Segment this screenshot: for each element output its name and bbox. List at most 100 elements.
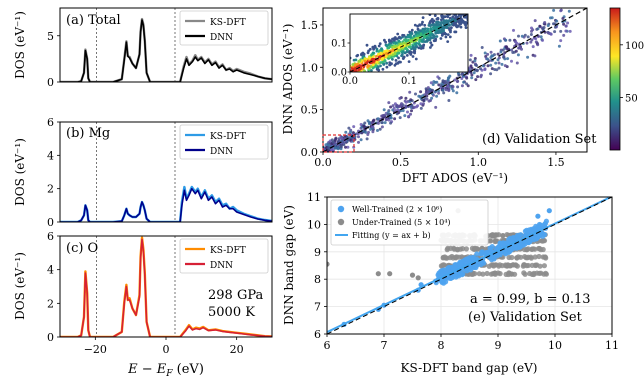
inset-point [397,48,401,52]
ados-point [520,34,524,38]
inset-point [366,65,369,69]
ados-point [506,57,510,61]
inset-point [426,27,430,31]
inset-point [370,74,373,77]
inset-point [446,15,450,19]
welltrained-point [459,272,465,278]
ados-point [389,105,393,109]
undertrained-point [543,271,550,277]
ytick-label: 6 [47,116,54,129]
axes-frame-e [326,196,613,335]
ados-point [347,126,351,130]
inset-point [430,43,434,47]
ados-point [369,127,372,131]
inset-point [429,33,432,37]
ados-point [472,71,476,75]
ados-point [339,147,343,151]
ados-point [382,108,386,112]
ados-point [404,96,408,100]
ytick-label: 5 [47,30,54,43]
ados-point [417,94,421,98]
ados-point [497,66,501,70]
legend-b: KS-DFT DNN [179,124,269,160]
ados-point [327,146,331,150]
xtick-label: 7 [381,339,388,352]
ados-point [447,89,451,93]
legend-label-b-1: DNN [210,147,233,157]
undertrained-point [506,254,512,261]
inset-point [418,39,421,43]
ados-point [419,90,423,94]
ados-point [552,8,556,12]
inset-point [393,63,397,67]
fit-annotation: a = 0.99, b = 0.13 [470,292,591,307]
ados-point [334,136,338,140]
undertrained-point [387,271,393,277]
ados-point [388,116,392,119]
inset-point [407,60,411,63]
inset-point [465,21,468,24]
ados-point [525,41,529,45]
inset-point [413,50,417,53]
ados-point [529,33,533,36]
ados-point [462,80,466,84]
legend-swatch-e-1 [337,218,345,226]
inset-point [394,59,398,62]
inset-point [432,39,436,43]
ados-point [515,61,519,65]
ados-point [460,84,464,88]
inset-point [397,36,401,39]
inset-point [444,32,448,36]
ados-point [349,130,352,134]
undertrained-point [492,270,498,276]
inset-point [404,44,408,48]
inset-point [409,39,412,43]
ados-point [516,53,520,57]
ados-point [564,29,568,33]
xlabel-e: KS-DFT band gap (eV) [401,361,538,375]
inset-point [401,50,405,54]
inset-point [408,45,411,49]
inset-point [366,51,370,55]
inset-point [397,56,400,60]
legend-e: Well-Trained (2 × 10⁶) Under-Trained (5 … [330,199,489,246]
undertrained-point [537,263,543,269]
ados-point [336,145,340,149]
welltrained-point [512,245,518,251]
inset-point [439,37,443,40]
welltrained-point [479,249,485,255]
ados-point [531,45,535,49]
ados-point [486,64,490,68]
undertrained-point [488,238,494,244]
ados-point [489,50,493,54]
inset-point [395,54,399,58]
inset-point [412,34,416,38]
welltrained-point [542,232,548,238]
ados-point [474,78,478,82]
inset-point [423,27,426,31]
inset-point [363,59,367,63]
undertrained-point [529,262,535,268]
xlabel-d: DFT ADOS (eV⁻¹) [402,171,508,185]
inset-point [396,61,400,65]
inset-point [459,25,463,29]
inset-point [409,35,412,39]
ados-point [339,144,343,148]
inset-point [393,36,397,39]
inset-point [355,54,359,58]
ados-point [455,91,459,95]
ados-point [393,117,397,121]
ados-point [549,32,553,36]
ados-point [409,98,413,102]
ados-point [537,35,540,38]
inset-point [417,46,421,50]
inset-point [453,8,456,11]
ados-point [427,99,431,103]
inset-point [408,51,411,55]
colorbar-scale [609,7,621,151]
inset-point [370,53,373,57]
inset-point [387,57,390,60]
ados-point [460,77,464,80]
xtick-label: 9 [495,339,502,352]
inset-point [467,11,470,14]
